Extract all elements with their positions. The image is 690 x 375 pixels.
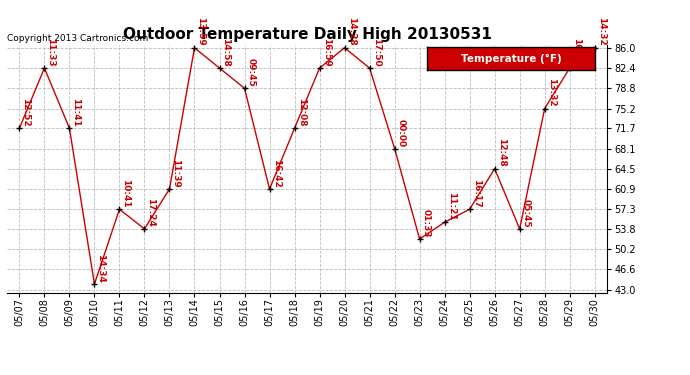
Text: 12:48: 12:48 [497, 138, 506, 167]
Text: 14:28: 14:28 [346, 17, 355, 46]
Text: 13:59: 13:59 [197, 17, 206, 46]
Text: 13:32: 13:32 [546, 78, 555, 107]
Text: 11:33: 11:33 [46, 38, 55, 66]
Text: 01:33: 01:33 [422, 209, 431, 237]
Text: 14:58: 14:58 [221, 38, 230, 66]
Text: 16:42: 16:42 [272, 159, 281, 188]
Text: 11:39: 11:39 [172, 159, 181, 188]
Text: 05:45: 05:45 [522, 199, 531, 227]
Text: 00:00: 00:00 [397, 119, 406, 147]
Text: Copyright 2013 Cartronics.com: Copyright 2013 Cartronics.com [7, 33, 148, 42]
Text: 17:24: 17:24 [146, 198, 155, 227]
Title: Outdoor Temperature Daily High 20130531: Outdoor Temperature Daily High 20130531 [123, 27, 491, 42]
Text: 10:41: 10:41 [121, 179, 130, 208]
Text: 12:08: 12:08 [297, 98, 306, 127]
Text: 14:32: 14:32 [597, 17, 606, 46]
Text: 16:17: 16:17 [472, 179, 481, 208]
Text: 16:00: 16:00 [572, 38, 581, 66]
Text: 17:50: 17:50 [372, 38, 381, 66]
Text: 12:52: 12:52 [21, 98, 30, 127]
Text: 11:21: 11:21 [446, 192, 455, 220]
Text: 11:41: 11:41 [72, 98, 81, 127]
Text: 16:59: 16:59 [322, 38, 331, 66]
Text: 14:34: 14:34 [97, 254, 106, 282]
Text: 09:45: 09:45 [246, 58, 255, 87]
